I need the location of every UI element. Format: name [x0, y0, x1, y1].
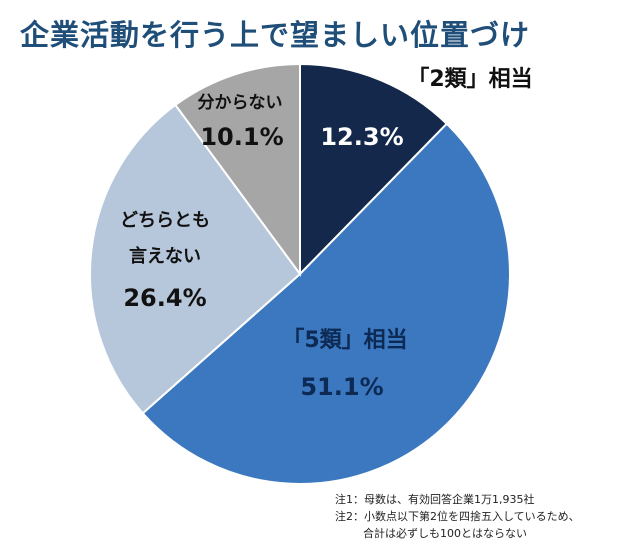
slice-label-2rui: 「2類」相当 — [407, 67, 532, 92]
slice-percent-2rui: 12.3% — [320, 123, 403, 151]
footnote-2: 注2：小数点以下第2位を四捨五入しているため、 — [335, 510, 580, 523]
pie-slice-2rui — [299, 62, 449, 277]
slice-label-5rui: 「5類」相当 — [282, 328, 407, 353]
slice-percent-5rui: 51.1% — [300, 373, 383, 401]
pie-slice-dochira — [89, 103, 302, 415]
footnote-1: 注1：母数は、有効回答企業1万1,935社 — [335, 493, 535, 506]
slice-label-wakaranai: 分からない — [198, 93, 283, 113]
pie-slice-wakaranai — [173, 62, 301, 278]
pie-slice-5rui — [141, 122, 511, 485]
footnote-3: 合計は必ずしも100とはならない — [363, 527, 527, 540]
slice-label-dochira-line1: どちらとも — [120, 210, 210, 231]
slice-percent-wakaranai: 10.1% — [200, 123, 283, 151]
page-title: 企業活動を行う上で望ましい位置づけ — [20, 18, 531, 52]
slice-label-dochira-line2: 言えない — [129, 245, 201, 267]
slice-percent-dochira: 26.4% — [123, 284, 206, 312]
footnotes: 注1：母数は、有効回答企業1万1,935社 注2：小数点以下第2位を四捨五入して… — [335, 491, 580, 542]
